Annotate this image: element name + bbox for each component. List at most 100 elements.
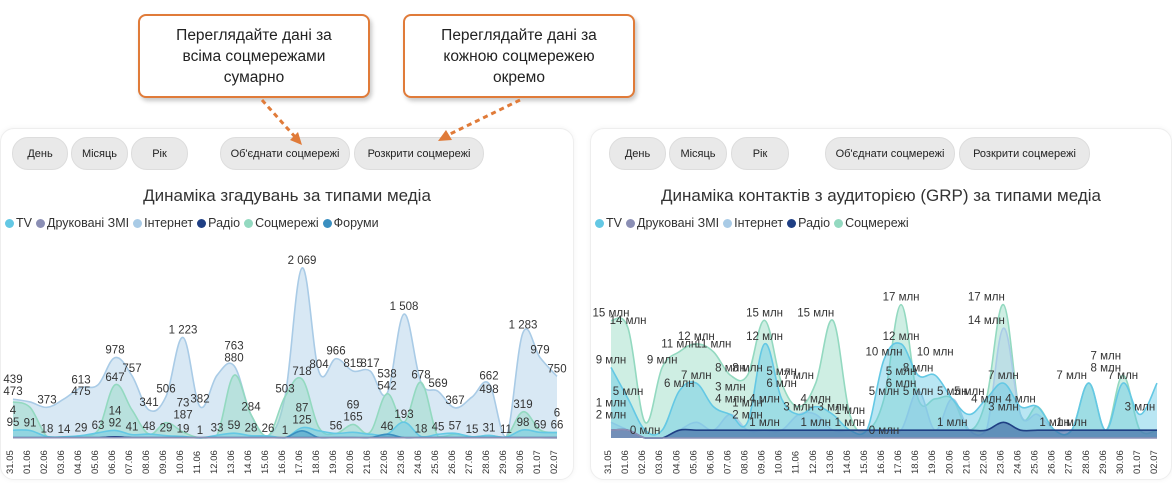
legend-item[interactable]: Соцмережі bbox=[244, 216, 319, 230]
data-label: 193 bbox=[394, 409, 413, 421]
data-label: 1 млн bbox=[732, 397, 763, 409]
year-button[interactable]: Рік bbox=[131, 137, 188, 170]
data-label: 10 млн bbox=[866, 347, 903, 359]
legend-item[interactable]: Друковані ЗМІ bbox=[625, 216, 719, 230]
data-label: 757 bbox=[122, 363, 141, 375]
data-label: 14 bbox=[58, 424, 71, 436]
day-button[interactable]: День bbox=[609, 137, 666, 170]
legend-label: Друковані ЗМІ bbox=[46, 216, 130, 230]
x-tick-label: 03.06 bbox=[654, 450, 665, 474]
data-label: 2 млн bbox=[732, 409, 763, 421]
x-tick-label: 26.06 bbox=[447, 450, 458, 474]
series-area bbox=[611, 304, 1157, 438]
x-tick-label: 21.06 bbox=[961, 450, 972, 474]
data-label: 7 млн bbox=[988, 370, 1019, 382]
data-label: 1 млн bbox=[596, 397, 627, 409]
legend-item[interactable]: Радіо bbox=[197, 216, 240, 230]
day-button[interactable]: День bbox=[12, 137, 68, 170]
legend-item[interactable]: Соцмережі bbox=[834, 216, 909, 230]
x-tick-label: 02.07 bbox=[1149, 450, 1160, 474]
x-tick-label: 06.06 bbox=[107, 450, 118, 474]
data-label: 92 bbox=[109, 417, 122, 429]
month-button[interactable]: Місяць bbox=[71, 137, 128, 170]
data-label: 1 млн bbox=[835, 405, 866, 417]
data-label: 4 млн bbox=[749, 394, 780, 406]
month-button[interactable]: Місяць bbox=[669, 137, 727, 170]
data-label: 9 млн bbox=[647, 354, 678, 366]
x-tick-label: 15.06 bbox=[859, 450, 870, 474]
legend-item[interactable]: Радіо bbox=[787, 216, 830, 230]
data-label: 284 bbox=[241, 402, 261, 414]
x-tick-label: 05.06 bbox=[688, 450, 699, 474]
data-label: 66 bbox=[551, 420, 564, 432]
data-label: 5 млн bbox=[886, 366, 917, 378]
data-label: 11 млн bbox=[661, 339, 697, 351]
data-label: 5 млн bbox=[954, 386, 985, 398]
data-label: 7 млн bbox=[783, 370, 814, 382]
expand-networks-button[interactable]: Розкрити соцмережі bbox=[959, 137, 1090, 170]
legend-label: Інтернет bbox=[734, 216, 784, 230]
data-label: 1 млн bbox=[749, 417, 780, 429]
legend-item[interactable]: TV bbox=[595, 216, 622, 230]
data-label: 19 bbox=[177, 423, 190, 435]
data-label: 7 млн bbox=[1056, 370, 1087, 382]
x-tick-label: 29.06 bbox=[498, 450, 509, 474]
expand-networks-button[interactable]: Розкрити соцмережі bbox=[354, 137, 484, 170]
data-label: 1 508 bbox=[390, 301, 419, 313]
data-label: 542 bbox=[377, 380, 396, 392]
data-label: 63 bbox=[92, 420, 105, 432]
legend-marker bbox=[35, 218, 45, 228]
data-label: 4 млн bbox=[971, 394, 1002, 406]
data-label: 506 bbox=[156, 383, 175, 395]
x-tick-label: 24.06 bbox=[413, 450, 424, 474]
data-label: 1 283 bbox=[509, 320, 538, 332]
combine-networks-button[interactable]: Об'єднати соцмережі bbox=[220, 137, 350, 170]
x-tick-label: 30.06 bbox=[1115, 450, 1126, 474]
legend-marker bbox=[834, 218, 844, 228]
data-label: 8 млн bbox=[1091, 362, 1122, 374]
data-label: 439 bbox=[3, 374, 22, 386]
data-label: 4 bbox=[10, 405, 17, 417]
legend-marker bbox=[723, 218, 733, 228]
data-label: 978 bbox=[105, 345, 124, 357]
data-label: 12 млн bbox=[883, 331, 920, 343]
callout-line: окремо bbox=[493, 68, 545, 86]
data-label: 2 069 bbox=[288, 255, 317, 267]
legend-item[interactable]: Інтернет bbox=[133, 216, 193, 230]
combine-networks-button[interactable]: Об'єднати соцмережі bbox=[825, 137, 955, 170]
legend-marker bbox=[5, 218, 14, 228]
x-tick-label: 06.06 bbox=[705, 450, 716, 474]
x-tick-label: 14.06 bbox=[243, 450, 254, 474]
data-label: 9 млн bbox=[596, 354, 627, 366]
data-label: 18 bbox=[41, 424, 54, 436]
data-label: 98 bbox=[517, 417, 530, 429]
x-tick-label: 22.06 bbox=[379, 450, 390, 474]
data-label: 341 bbox=[139, 397, 158, 409]
legend-item[interactable]: TV bbox=[5, 216, 32, 230]
x-tick-label: 30.06 bbox=[515, 450, 526, 474]
data-label: 11 bbox=[500, 424, 512, 436]
legend-item[interactable]: Інтернет bbox=[723, 216, 783, 230]
data-label: 15 bbox=[466, 424, 479, 436]
data-label: 6 млн bbox=[886, 378, 917, 390]
legend-label: Радіо bbox=[798, 216, 831, 230]
callout-combined: Переглядайте дані за всіма соцмережами с… bbox=[138, 14, 370, 98]
series-area bbox=[13, 375, 557, 438]
year-button[interactable]: Рік bbox=[731, 137, 789, 170]
data-label: 7 млн bbox=[681, 370, 712, 382]
x-tick-label: 19.06 bbox=[328, 450, 339, 474]
legend-item[interactable]: Форуми bbox=[322, 216, 379, 230]
data-label: 87 bbox=[296, 403, 309, 415]
legend-item[interactable]: Друковані ЗМІ bbox=[35, 216, 130, 230]
data-label: 29 bbox=[75, 423, 88, 435]
data-label: 1 223 bbox=[169, 325, 198, 337]
data-label: 815 bbox=[343, 358, 362, 370]
chart-legend: TV Друковані ЗМІ Інтернет Радіо Соцмережі bbox=[595, 216, 909, 230]
x-tick-label: 01.07 bbox=[1132, 450, 1143, 474]
x-tick-label: 07.06 bbox=[124, 450, 135, 474]
data-label: 8 млн bbox=[732, 362, 763, 374]
x-tick-label: 17.06 bbox=[893, 450, 904, 474]
data-label: 6 bbox=[554, 408, 560, 420]
callout-line: всіма соцмережами bbox=[182, 47, 326, 65]
callout-line: кожною соцмережею bbox=[443, 47, 595, 65]
